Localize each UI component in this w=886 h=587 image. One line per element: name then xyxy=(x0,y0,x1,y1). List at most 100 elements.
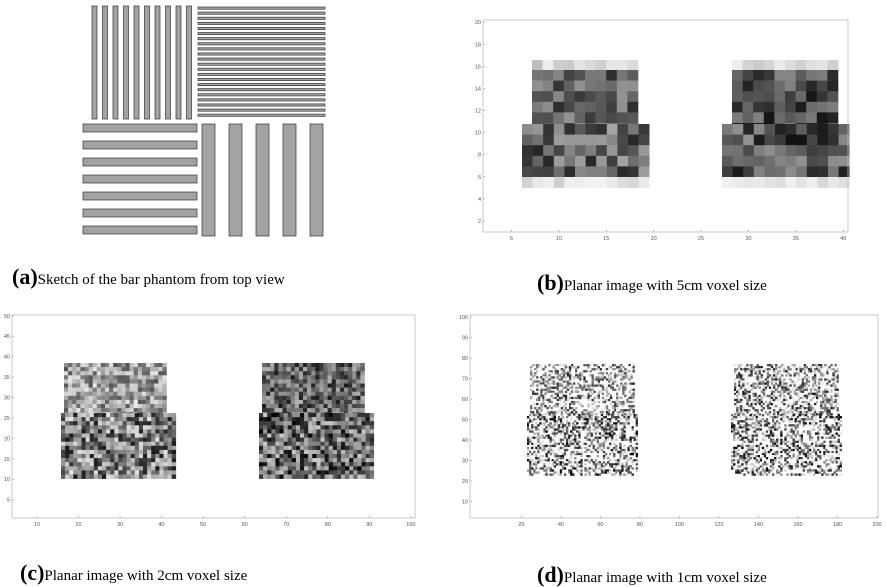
voxel xyxy=(135,454,139,458)
voxel xyxy=(168,446,172,450)
voxel xyxy=(278,392,282,396)
voxel xyxy=(817,455,819,457)
voxel xyxy=(77,470,81,474)
voxel xyxy=(283,392,287,396)
voxel xyxy=(811,437,813,439)
voxel xyxy=(262,367,266,371)
voxel xyxy=(826,395,828,397)
voxel xyxy=(73,434,77,438)
voxel xyxy=(826,385,828,387)
voxel xyxy=(834,364,836,366)
voxel xyxy=(578,432,580,434)
voxel xyxy=(77,425,81,429)
voxel xyxy=(537,455,539,457)
voxel xyxy=(825,449,827,451)
bar xyxy=(83,226,197,234)
voxel xyxy=(333,466,337,470)
voxel xyxy=(809,430,811,432)
voxel xyxy=(307,392,311,396)
voxel xyxy=(555,364,557,366)
voxel xyxy=(764,453,766,455)
voxel xyxy=(580,463,582,465)
voxel xyxy=(775,389,777,391)
voxel xyxy=(267,470,271,474)
voxel xyxy=(64,363,68,367)
voxel xyxy=(117,396,121,400)
voxel xyxy=(158,408,162,412)
voxel xyxy=(632,451,634,453)
voxel xyxy=(146,384,150,388)
voxel xyxy=(745,428,747,430)
voxel xyxy=(80,396,84,400)
voxel xyxy=(840,416,842,418)
voxel xyxy=(299,388,303,392)
voxel xyxy=(571,387,573,389)
voxel xyxy=(341,442,345,446)
voxel xyxy=(545,469,547,471)
voxel xyxy=(154,404,158,408)
voxel xyxy=(791,405,793,407)
voxel xyxy=(772,445,774,447)
voxel xyxy=(788,435,790,437)
voxel xyxy=(779,389,781,391)
voxel xyxy=(349,462,353,466)
voxel xyxy=(366,425,370,429)
voxel xyxy=(772,473,774,475)
voxel xyxy=(348,396,352,400)
voxel xyxy=(544,413,546,415)
voxel xyxy=(797,449,799,451)
voxel xyxy=(760,418,762,420)
voxel xyxy=(328,384,332,388)
voxel xyxy=(550,418,552,420)
voxel xyxy=(743,112,754,123)
voxel xyxy=(569,397,571,399)
voxel xyxy=(743,414,745,416)
voxel xyxy=(788,455,790,457)
voxel xyxy=(775,166,786,177)
voxel xyxy=(98,466,102,470)
voxel xyxy=(565,385,567,387)
voxel xyxy=(544,366,546,368)
voxel xyxy=(93,408,97,412)
voxel xyxy=(76,404,80,408)
voxel xyxy=(578,441,580,443)
voxel xyxy=(824,397,826,399)
voxel xyxy=(341,450,345,454)
voxel xyxy=(796,112,807,123)
voxel xyxy=(795,457,797,459)
voxel xyxy=(582,443,584,445)
voxel xyxy=(158,379,162,383)
voxel xyxy=(142,408,146,412)
voxel xyxy=(737,414,739,416)
voxel xyxy=(270,375,274,379)
voxel xyxy=(366,446,370,450)
voxel xyxy=(568,439,570,441)
voxel xyxy=(829,416,831,418)
voxel xyxy=(155,458,159,462)
voxel xyxy=(86,470,90,474)
voxel xyxy=(836,424,838,426)
voxel xyxy=(357,466,361,470)
voxel xyxy=(625,428,627,430)
voxel xyxy=(101,392,105,396)
voxel xyxy=(746,376,748,378)
voxel xyxy=(564,445,566,447)
voxel xyxy=(731,430,733,432)
voxel xyxy=(554,414,556,416)
voxel xyxy=(589,385,591,387)
voxel xyxy=(627,414,629,416)
voxel xyxy=(767,407,769,409)
voxel xyxy=(597,430,599,432)
voxel xyxy=(772,443,774,445)
voxel xyxy=(757,364,759,366)
voxel xyxy=(316,454,320,458)
voxel xyxy=(633,397,635,399)
voxel xyxy=(117,400,121,404)
voxel xyxy=(760,457,762,459)
voxel xyxy=(806,91,817,102)
voxel xyxy=(82,466,86,470)
voxel xyxy=(586,124,597,135)
voxel xyxy=(819,455,821,457)
voxel xyxy=(612,401,614,403)
voxel xyxy=(114,438,118,442)
